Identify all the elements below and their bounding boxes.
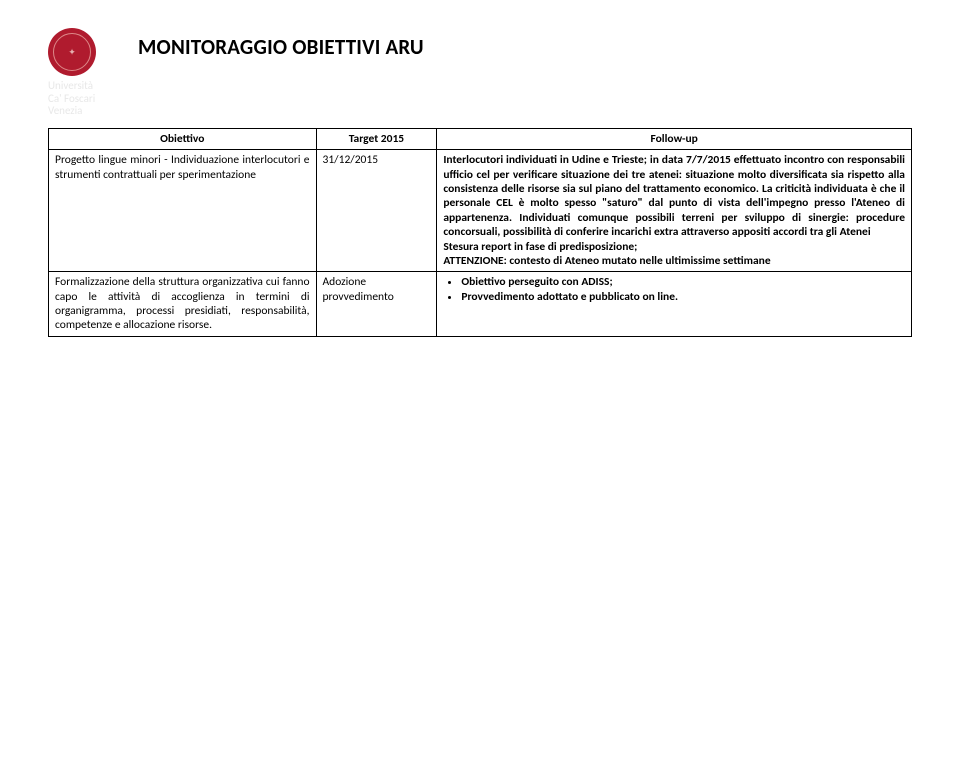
col-header-target: Target 2015 [316, 128, 437, 149]
university-logo: ✦ Università Ca' Foscari Venezia [48, 28, 138, 118]
col-header-followup: Follow-up [437, 128, 912, 149]
table-row: Progetto lingue minori - Individuazione … [49, 150, 912, 272]
col-header-obiettivo: Obiettivo [49, 128, 317, 149]
cell-obiettivo: Formalizzazione della struttura organizz… [49, 272, 317, 337]
cell-target: 31/12/2015 [316, 150, 437, 272]
cell-followup: Obiettivo perseguito con ADISS; Provvedi… [437, 272, 912, 337]
list-item: Obiettivo perseguito con ADISS; [461, 275, 905, 289]
university-name: Università Ca' Foscari Venezia [48, 80, 95, 118]
cell-followup: Interlocutori individuati in Udine e Tri… [437, 150, 912, 272]
page-title: MONITORAGGIO OBIETTIVI ARU [138, 34, 912, 60]
cell-target: Adozione provvedimento [316, 272, 437, 337]
objectives-table: Obiettivo Target 2015 Follow-up Progetto… [48, 128, 912, 337]
table-row: Formalizzazione della struttura organizz… [49, 272, 912, 337]
table-header-row: Obiettivo Target 2015 Follow-up [49, 128, 912, 149]
list-item: Provvedimento adottato e pubblicato on l… [461, 290, 905, 304]
cell-obiettivo: Progetto lingue minori - Individuazione … [49, 150, 317, 272]
seal-icon: ✦ [48, 28, 96, 76]
